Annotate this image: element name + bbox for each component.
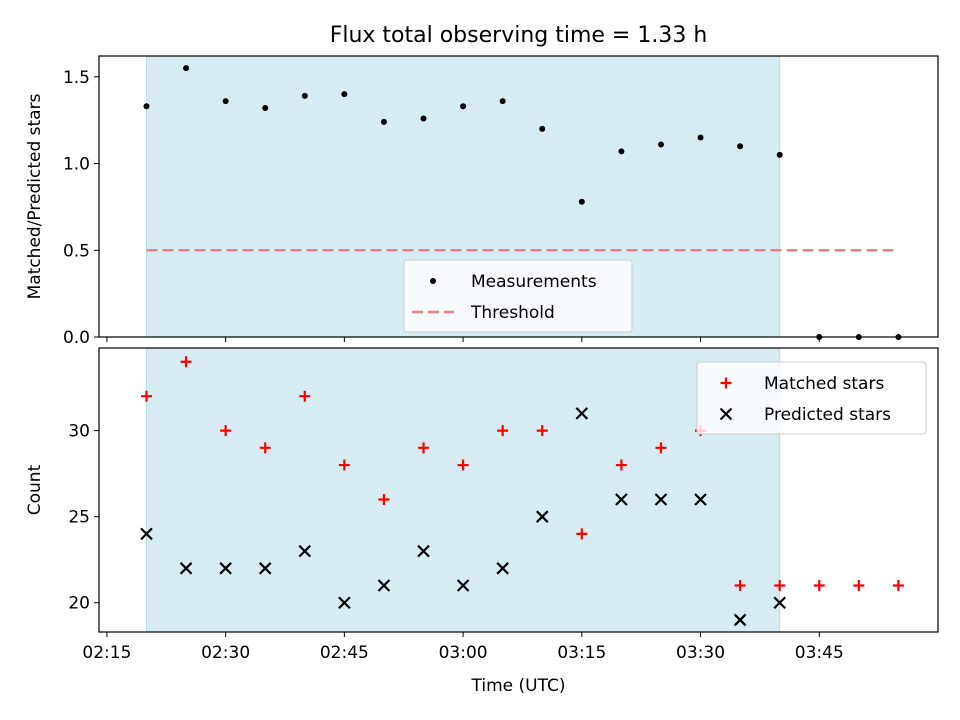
matched-star-point bbox=[853, 580, 865, 592]
legend-box bbox=[403, 259, 633, 333]
measurement-point bbox=[341, 91, 348, 98]
matched-star-point bbox=[497, 425, 509, 437]
measurement-point bbox=[222, 98, 229, 105]
bottom-panel: 20 25 30 02:15 02:30 02:45 03:00 03:15 03:30 03:4… bbox=[25, 347, 939, 696]
y-tick-label: 20 bbox=[68, 594, 90, 614]
matched-star-point bbox=[140, 390, 152, 402]
matched-star-point bbox=[457, 459, 469, 471]
predicted-star-point bbox=[456, 579, 470, 592]
predicted-star-point bbox=[377, 579, 391, 592]
measurement-point bbox=[697, 134, 704, 141]
measurement-point bbox=[578, 198, 585, 205]
predicted-star-point bbox=[615, 493, 628, 506]
axes-frame bbox=[98, 55, 939, 338]
predicted-star-point bbox=[535, 510, 549, 523]
measurement-point bbox=[301, 92, 308, 99]
matched-star-point bbox=[615, 459, 627, 471]
legend-plus-icon bbox=[720, 377, 732, 389]
matched-star-point bbox=[378, 493, 390, 505]
matched-star-point bbox=[813, 580, 825, 592]
x-tick-label: 02:45 bbox=[320, 643, 369, 663]
legend-label: Measurements bbox=[471, 272, 597, 292]
matched-star-point bbox=[576, 528, 588, 540]
measurement-point bbox=[380, 118, 387, 125]
x-tick-label: 02:15 bbox=[82, 643, 131, 663]
x-tick-label: 03:30 bbox=[676, 643, 725, 663]
measurement-point bbox=[737, 143, 744, 150]
matched-star-point bbox=[180, 356, 192, 368]
legend-dot-icon bbox=[430, 278, 436, 284]
x-tick-label: 02:30 bbox=[201, 643, 250, 663]
legend: Measurements Threshold bbox=[403, 259, 633, 333]
x-tick-label: 03:00 bbox=[439, 643, 488, 663]
measurement-point bbox=[262, 105, 269, 112]
x-axis-label: Time (UTC) bbox=[471, 676, 566, 696]
matched-star-point bbox=[338, 459, 350, 471]
y-tick-label: 1.5 bbox=[63, 68, 90, 88]
predicted-star-point bbox=[496, 562, 509, 575]
predicted-star-point bbox=[298, 544, 312, 558]
legend-label: Matched stars bbox=[764, 374, 884, 394]
legend: Matched stars Predicted stars bbox=[696, 361, 927, 435]
matched-star-point bbox=[774, 580, 786, 592]
predicted-star-point bbox=[140, 527, 153, 541]
matched-star-point bbox=[892, 580, 904, 592]
measurement-point bbox=[618, 148, 625, 155]
axes-frame bbox=[98, 347, 939, 633]
predicted-star-point bbox=[219, 562, 232, 575]
y-axis-label: Matched/Predicted stars bbox=[25, 93, 45, 299]
measurement-point bbox=[420, 115, 427, 122]
measurement-point bbox=[776, 151, 783, 158]
top-panel: 0.0 0.5 1.0 1.5 Matched/Predicted stars Measu… bbox=[25, 55, 939, 348]
observing-window-span bbox=[145, 347, 781, 633]
y-tick-label: 30 bbox=[68, 422, 90, 442]
matched-star-point bbox=[418, 442, 430, 454]
matched-star-point bbox=[259, 442, 271, 454]
predicted-star-point bbox=[773, 596, 786, 610]
predicted-star-point bbox=[694, 493, 707, 506]
legend-x-icon bbox=[719, 407, 733, 421]
matched-star-point bbox=[734, 580, 746, 592]
measurement-point bbox=[499, 98, 506, 105]
measurement-point bbox=[657, 141, 664, 148]
y-tick-label: 0.5 bbox=[63, 241, 90, 261]
y-axis-label: Count bbox=[25, 464, 45, 515]
matched-star-point bbox=[655, 442, 667, 454]
predicted-star-point bbox=[179, 562, 193, 575]
legend-label: Predicted stars bbox=[764, 405, 891, 425]
y-tick-label: 0.0 bbox=[63, 328, 90, 348]
predicted-star-point bbox=[417, 544, 430, 558]
matched-star-point bbox=[220, 425, 232, 437]
x-tick-label: 03:15 bbox=[557, 643, 606, 663]
legend-box bbox=[696, 361, 927, 435]
measurement-point bbox=[183, 65, 190, 72]
predicted-star-point bbox=[654, 493, 668, 506]
measurement-point bbox=[143, 103, 150, 110]
legend-label: Threshold bbox=[470, 303, 555, 323]
measurement-point bbox=[460, 103, 467, 110]
x-tick-label: 03:45 bbox=[795, 643, 844, 663]
predicted-star-point bbox=[258, 562, 272, 575]
chart-title: Flux total observing time = 1.33 h bbox=[330, 23, 708, 48]
predicted-star-point bbox=[575, 407, 589, 420]
predicted-star-point bbox=[338, 596, 351, 610]
measurement-point bbox=[539, 125, 546, 132]
y-tick-label: 1.0 bbox=[63, 155, 90, 175]
matched-star-point bbox=[299, 390, 311, 402]
y-tick-label: 25 bbox=[68, 508, 90, 528]
matched-star-point bbox=[536, 425, 548, 437]
predicted-star-point bbox=[733, 613, 747, 627]
